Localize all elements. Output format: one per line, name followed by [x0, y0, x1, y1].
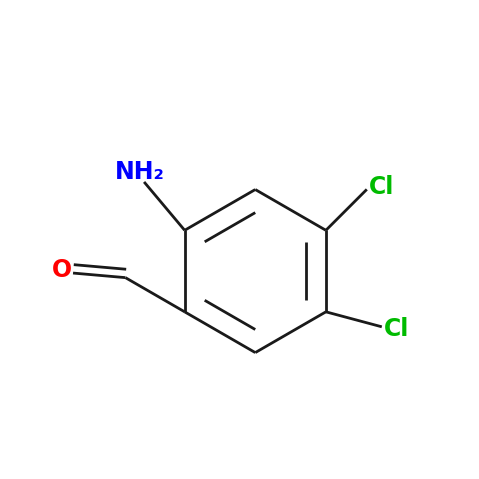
Text: Cl: Cl — [384, 318, 409, 342]
Text: NH₂: NH₂ — [115, 160, 165, 184]
Text: Cl: Cl — [369, 175, 394, 199]
Text: O: O — [51, 259, 71, 283]
